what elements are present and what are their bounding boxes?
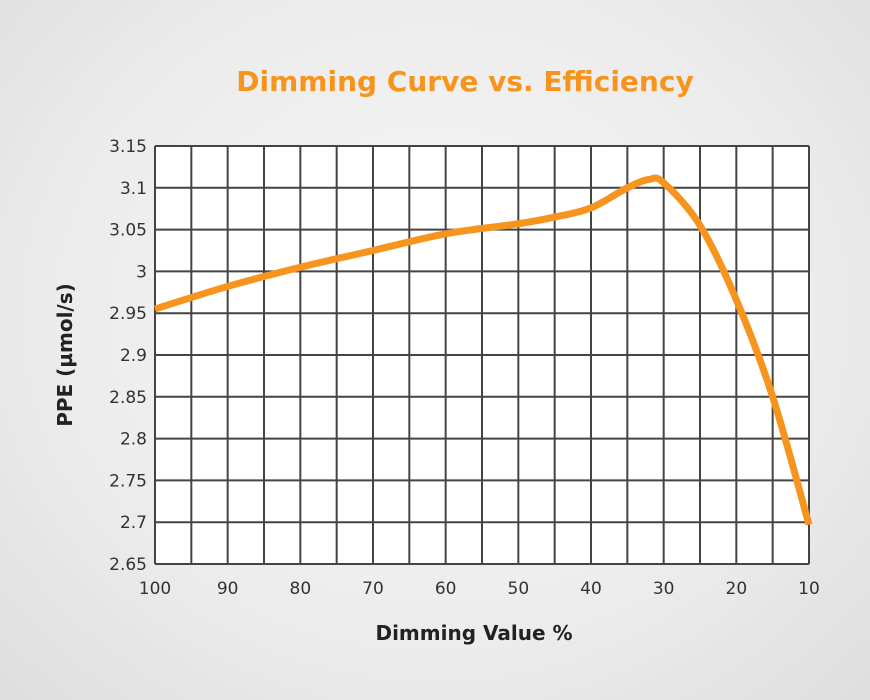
y-tick-label: 2.8 bbox=[120, 430, 147, 450]
x-tick-label: 40 bbox=[580, 579, 602, 599]
x-tick-label: 50 bbox=[508, 579, 530, 599]
x-tick-label: 80 bbox=[290, 579, 312, 599]
y-tick-label: 2.65 bbox=[109, 555, 147, 575]
y-tick-labels: 3.15 3.1 3.05 3 2.95 2.9 2.85 2.8 2.75 2.7 2.65 bbox=[109, 137, 147, 575]
y-tick-label: 3.1 bbox=[120, 179, 147, 199]
x-tick-label: 60 bbox=[435, 579, 457, 599]
series-lines bbox=[153, 174, 813, 526]
y-tick-label: 3.15 bbox=[109, 137, 147, 157]
y-tick-label: 2.85 bbox=[109, 388, 147, 408]
x-tick-label: 30 bbox=[653, 579, 675, 599]
y-tick-label: 3.05 bbox=[109, 221, 147, 241]
chart-title: Dimming Curve vs. Efficiency bbox=[236, 65, 693, 98]
y-tick-label: 2.7 bbox=[120, 513, 147, 533]
x-tick-label: 10 bbox=[798, 579, 820, 599]
y-tick-label: 2.9 bbox=[120, 346, 147, 366]
series-line bbox=[153, 174, 813, 526]
x-tick-label: 100 bbox=[139, 579, 171, 599]
x-tick-labels: 100 90 80 70 60 50 40 30 20 10 bbox=[139, 579, 820, 599]
y-tick-label: 2.75 bbox=[109, 471, 147, 491]
y-tick-label: 3 bbox=[136, 262, 147, 282]
x-tick-label: 20 bbox=[726, 579, 748, 599]
x-tick-label: 70 bbox=[362, 579, 384, 599]
x-tick-label: 90 bbox=[217, 579, 239, 599]
x-axis-label: Dimming Value % bbox=[375, 621, 572, 645]
y-axis-label: PPE (µmol/s) bbox=[53, 283, 77, 427]
y-tick-label: 2.95 bbox=[109, 304, 147, 324]
